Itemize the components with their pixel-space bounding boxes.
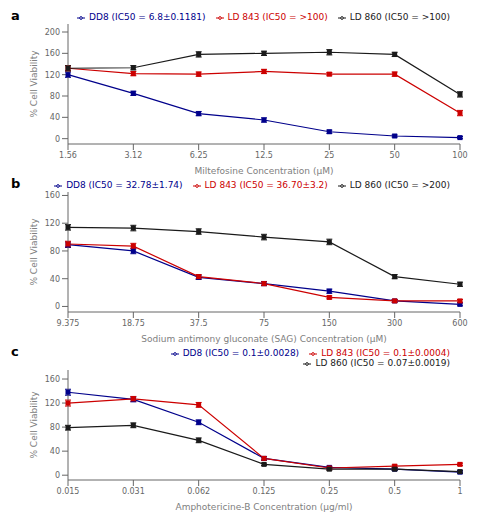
svg-text:80: 80	[50, 247, 60, 256]
html-text:LD 843 (IC50 = 0.1±0.0004): LD 843 (IC50 = 0.1±0.0004)	[321, 348, 450, 358]
svg-text:18.75: 18.75	[122, 319, 145, 328]
svg-text:0.5: 0.5	[388, 487, 401, 496]
svg-text:600: 600	[452, 319, 467, 328]
svg-text:Amphotericine-B Concentration: Amphotericine-B Concentration (μg/ml)	[175, 502, 352, 512]
html-text:DD8 (IC50 = 32.78±1.74): DD8 (IC50 = 32.78±1.74)	[66, 180, 183, 190]
svg-text:Miltefosine Concentration (μM): Miltefosine Concentration (μM)	[195, 166, 334, 176]
svg-text:0.062: 0.062	[187, 487, 210, 496]
svg-text:12.5: 12.5	[255, 151, 273, 160]
svg-text:200: 200	[45, 28, 60, 37]
html-text:LD 860 (IC50 = >100): LD 860 (IC50 = >100)	[349, 12, 450, 22]
svg-text:0.25: 0.25	[320, 487, 338, 496]
html-text:LD 843 (IC50 = >100): LD 843 (IC50 = >100)	[227, 12, 328, 22]
svg-text:25: 25	[324, 151, 334, 160]
svg-text:160: 160	[45, 191, 60, 200]
svg-text:0: 0	[55, 302, 60, 311]
html-text:LD 843 (IC50 = 36.70±3.2): LD 843 (IC50 = 36.70±3.2)	[204, 180, 328, 190]
svg-text:1: 1	[457, 487, 462, 496]
svg-text:0: 0	[55, 471, 60, 480]
svg-text:0: 0	[55, 135, 60, 144]
svg-text:0.125: 0.125	[253, 487, 276, 496]
html-text:LD 860 (IC50 = 0.07±0.0019): LD 860 (IC50 = 0.07±0.0019)	[315, 358, 450, 368]
svg-text:0.031: 0.031	[122, 487, 145, 496]
svg-text:% Cell Viability: % Cell Viability	[29, 218, 39, 286]
svg-text:120: 120	[45, 219, 60, 228]
svg-text:120: 120	[45, 71, 60, 80]
html-text:b: b	[11, 176, 21, 191]
svg-text:50: 50	[390, 151, 400, 160]
html-text:LD 860 (IC50 = >200): LD 860 (IC50 = >200)	[349, 180, 450, 190]
svg-text:300: 300	[387, 319, 402, 328]
svg-text:150: 150	[322, 319, 337, 328]
svg-text:6.25: 6.25	[190, 151, 208, 160]
svg-text:0.015: 0.015	[57, 487, 80, 496]
html-text:DD8 (IC50 = 6.8±0.1181): DD8 (IC50 = 6.8±0.1181)	[89, 12, 206, 22]
html-text:DD8 (IC50 = 0.1±0.0028): DD8 (IC50 = 0.1±0.0028)	[182, 348, 300, 358]
html-text:a: a	[11, 8, 20, 23]
svg-text:1.56: 1.56	[59, 151, 77, 160]
svg-text:40: 40	[50, 275, 60, 284]
svg-text:3.12: 3.12	[124, 151, 142, 160]
svg-text:9.375: 9.375	[57, 319, 80, 328]
svg-text:80: 80	[50, 423, 60, 432]
svg-text:37.5: 37.5	[190, 319, 208, 328]
svg-text:160: 160	[45, 49, 60, 58]
svg-text:40: 40	[50, 447, 60, 456]
svg-text:% Cell Viability: % Cell Viability	[29, 391, 39, 459]
svg-text:120: 120	[45, 399, 60, 408]
svg-text:160: 160	[45, 375, 60, 384]
svg-text:75: 75	[259, 319, 269, 328]
html-text:c: c	[11, 344, 19, 359]
svg-text:40: 40	[50, 113, 60, 122]
svg-text:% Cell Viability: % Cell Viability	[29, 50, 39, 118]
svg-text:80: 80	[50, 92, 60, 101]
svg-text:100: 100	[452, 151, 467, 160]
svg-text:Sodium antimony gluconate (SAG: Sodium antimony gluconate (SAG) Concentr…	[141, 334, 386, 344]
